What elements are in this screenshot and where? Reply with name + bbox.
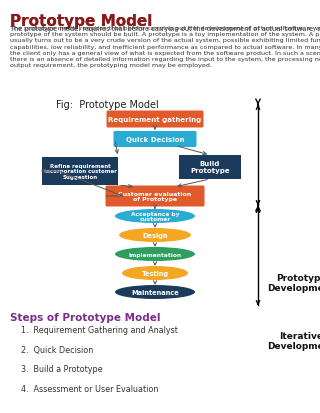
Ellipse shape bbox=[122, 266, 188, 280]
Text: Maintenance: Maintenance bbox=[131, 289, 179, 295]
Text: Prototype Model: Prototype Model bbox=[10, 14, 152, 29]
Text: Requirement gathering: Requirement gathering bbox=[108, 117, 202, 123]
Text: 3.  Build a Prototype: 3. Build a Prototype bbox=[21, 364, 102, 373]
Text: 2.  Quick Decision: 2. Quick Decision bbox=[21, 345, 93, 354]
Text: Acceptance by
customer: Acceptance by customer bbox=[131, 211, 179, 222]
Text: The prototype model requires that before carrying out the development of actual : The prototype model requires that before… bbox=[10, 26, 320, 32]
Text: 4.  Assessment or User Evaluation: 4. Assessment or User Evaluation bbox=[21, 384, 158, 393]
Ellipse shape bbox=[115, 209, 195, 223]
Text: Fig:  Prototype Model: Fig: Prototype Model bbox=[56, 100, 159, 110]
Text: Refine requirement
incorporation customer
Suggestion: Refine requirement incorporation custome… bbox=[44, 163, 116, 180]
FancyBboxPatch shape bbox=[106, 186, 204, 207]
Text: Prototype
Development: Prototype Development bbox=[267, 273, 320, 292]
Ellipse shape bbox=[119, 228, 191, 242]
Ellipse shape bbox=[115, 285, 195, 299]
FancyBboxPatch shape bbox=[179, 156, 241, 180]
Text: Implementation: Implementation bbox=[128, 252, 181, 257]
Text: Steps of Prototype Model: Steps of Prototype Model bbox=[10, 313, 160, 323]
FancyBboxPatch shape bbox=[42, 158, 118, 185]
Text: Testing: Testing bbox=[141, 271, 169, 276]
Text: Customer evaluation
of Prototype: Customer evaluation of Prototype bbox=[118, 191, 192, 202]
FancyBboxPatch shape bbox=[107, 111, 204, 128]
Ellipse shape bbox=[115, 247, 195, 261]
Text: 1.  Requirement Gathering and Analyst: 1. Requirement Gathering and Analyst bbox=[21, 325, 178, 335]
Text: Iterative
Development: Iterative Development bbox=[267, 331, 320, 350]
FancyBboxPatch shape bbox=[114, 132, 196, 147]
Text: Build
Prototype: Build Prototype bbox=[190, 161, 230, 174]
Text: Design: Design bbox=[142, 233, 168, 238]
Text: The prototype model requires that before carrying out the development of actual : The prototype model requires that before… bbox=[10, 26, 320, 68]
Text: Prototype Model: Prototype Model bbox=[10, 14, 152, 29]
Text: Quick Decision: Quick Decision bbox=[126, 137, 184, 142]
